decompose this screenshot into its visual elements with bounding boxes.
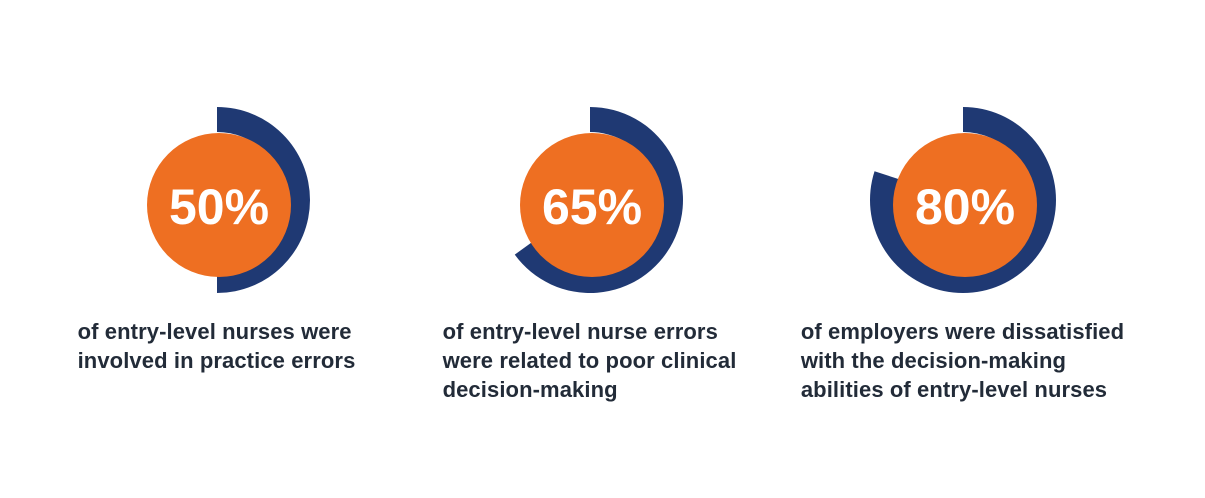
percent-circle [146,133,291,277]
percent-circle [892,133,1037,277]
donut-chart-50: 50% [146,107,310,293]
stat-employer-dissatisfaction: 80% of employers were dissatisfied with … [776,105,1149,404]
percent-label: 50% [168,179,268,235]
stat-clinical-decision-making: 65% of entry-level nurse errors were rel… [403,105,776,404]
percent-label: 80% [914,179,1014,235]
donut-ring-arc [216,107,310,293]
stat-caption: of entry-level nurse errors were related… [442,319,737,402]
donut-chart-65: 65% [514,107,683,293]
stat-caption: of entry-level nurses were involved in p… [77,319,356,373]
stat-caption: of employers were dissatisfied with the … [800,319,1125,402]
percent-circle [519,133,664,277]
stat-practice-errors: 50% of entry-level nurses were involved … [30,105,403,404]
percent-label: 65% [541,179,641,235]
donut-chart-80: 80% [869,107,1056,293]
infographic-board: 50% of entry-level nurses were involved … [30,105,1149,404]
